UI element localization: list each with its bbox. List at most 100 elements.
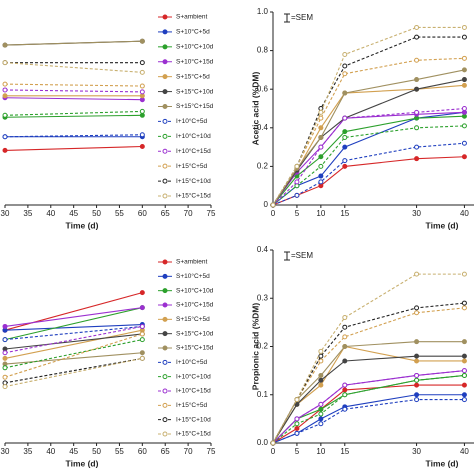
legend-label: I+10°C+15d (176, 387, 211, 395)
series-line (4, 114, 143, 118)
data-point (2, 81, 8, 87)
legend-label: S+15°C+15d (176, 344, 214, 352)
data-point (294, 163, 300, 169)
legend-marker (162, 302, 168, 308)
legend-marker (162, 118, 168, 124)
y-tick-label: 0.4 (257, 123, 269, 132)
x-tick-label: 55 (115, 209, 124, 218)
series-line (4, 62, 143, 73)
x-tick-label: 30 (1, 447, 10, 456)
x-tick-label: 5 (295, 209, 300, 218)
series-line (272, 273, 465, 444)
x-tick-label: 70 (184, 447, 193, 456)
legend-label: S+15°C+10d (176, 87, 214, 95)
data-point (318, 411, 324, 417)
data-point (270, 202, 276, 208)
data-point (461, 353, 467, 359)
series-line (4, 325, 143, 354)
data-point (2, 365, 8, 371)
data-point (342, 382, 348, 388)
data-point (414, 358, 420, 364)
y-tick-label: 0.2 (257, 162, 269, 171)
data-point (414, 109, 420, 115)
x-tick-label: 40 (460, 447, 469, 456)
data-point (461, 123, 467, 129)
data-point (461, 305, 467, 311)
data-point (318, 353, 324, 359)
y-tick-label: 0.0 (257, 438, 269, 447)
series-line (272, 111, 465, 206)
x-tick-label: 45 (69, 447, 78, 456)
data-point (461, 34, 467, 40)
data-point (461, 82, 467, 88)
series-line (272, 399, 465, 444)
y-tick-label: 0 (264, 200, 269, 209)
x-tick-label: 50 (92, 447, 101, 456)
data-point (2, 350, 8, 356)
series-line (272, 341, 465, 444)
x-tick-label: 15 (340, 209, 349, 218)
data-point (414, 305, 420, 311)
data-point (139, 331, 145, 337)
series-line (272, 307, 465, 444)
legend-marker (162, 29, 168, 35)
legend-label: S+10°C+15d (176, 301, 214, 309)
data-point (461, 300, 467, 306)
data-point (461, 106, 467, 111)
legend-marker (162, 316, 168, 322)
data-point (414, 353, 420, 359)
x-axis-label: Time (d) (426, 458, 459, 468)
data-point (414, 57, 420, 63)
data-point (139, 305, 145, 311)
data-point (294, 179, 300, 185)
series-line (272, 374, 465, 444)
data-point (294, 397, 300, 403)
data-point (318, 416, 324, 422)
legend-label: S+10°C+5d (176, 28, 210, 36)
sem-icon (284, 13, 290, 23)
data-point (318, 421, 324, 427)
legend-label: S+10°C+15d (176, 57, 214, 65)
legend-label: S+ambient (176, 259, 207, 266)
legend-marker (162, 163, 168, 169)
x-tick-label: 30 (412, 447, 421, 456)
x-tick-label: 75 (207, 447, 216, 456)
data-point (294, 401, 300, 407)
data-point (2, 323, 8, 329)
data-point (139, 69, 145, 75)
sem-icon (284, 251, 290, 261)
data-point (461, 397, 467, 403)
data-point (342, 134, 348, 140)
series-line (272, 355, 465, 444)
legend-label: I+15°C+15d (176, 430, 211, 438)
series-line (4, 329, 143, 359)
data-point (2, 134, 8, 140)
data-point (461, 392, 467, 398)
data-point (414, 392, 420, 398)
data-point (294, 192, 300, 198)
series-line (4, 357, 143, 388)
data-point (318, 372, 324, 378)
x-tick-label: 30 (412, 209, 421, 218)
legend-marker (162, 331, 168, 337)
legend-marker (162, 374, 168, 380)
data-point (342, 51, 348, 57)
data-point (318, 179, 324, 185)
data-point (414, 397, 420, 403)
series-line (4, 89, 143, 93)
x-tick-label: 40 (46, 447, 55, 456)
data-point (342, 115, 348, 121)
data-point (318, 358, 324, 364)
legend-label: S+15°C+15d (176, 102, 214, 110)
data-point (2, 42, 8, 48)
legend-label: I+10°C+10d (176, 372, 211, 380)
data-point (318, 109, 324, 115)
legend-marker (162, 345, 168, 351)
data-point (461, 271, 467, 277)
series-line (272, 142, 465, 206)
data-point (318, 401, 324, 407)
y-tick-label: 0.1 (257, 390, 269, 399)
data-point (461, 55, 467, 61)
legend-marker (162, 402, 168, 408)
y-tick-label: 0.8 (257, 46, 269, 55)
